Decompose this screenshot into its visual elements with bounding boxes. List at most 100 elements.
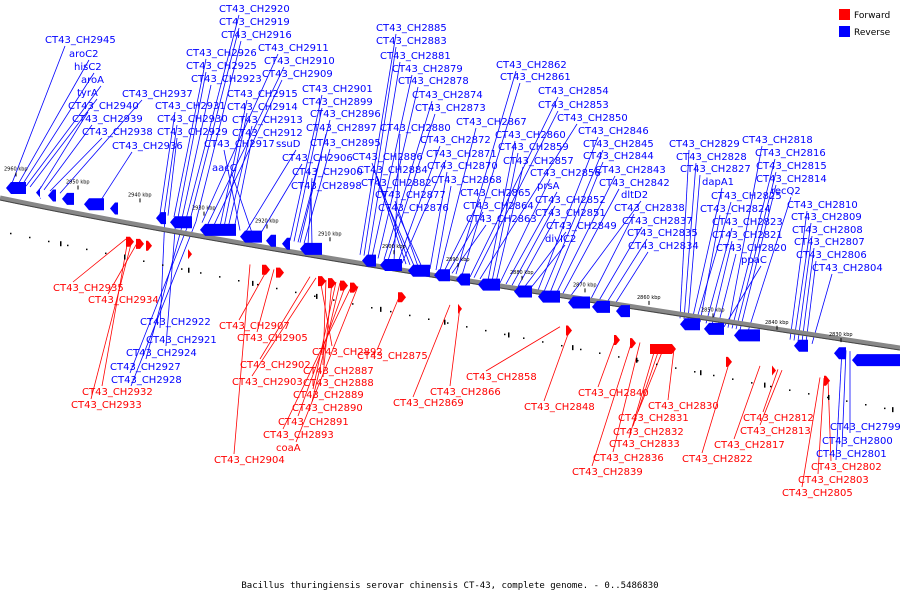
gene-label[interactable]: CT43_CH2824: [700, 204, 771, 215]
forward-gene-arrow[interactable]: [328, 278, 336, 289]
forward-gene-arrow[interactable]: [350, 282, 358, 293]
gene-label[interactable]: CT43_CH2911: [258, 43, 329, 54]
gene-label[interactable]: CT43_CH2934: [88, 295, 159, 306]
gene-label[interactable]: CT43_CH2915: [227, 89, 298, 100]
gene-label[interactable]: CT43_CH2813: [740, 426, 811, 437]
gene-label[interactable]: CT43_CH2843: [595, 165, 666, 176]
gene-label[interactable]: CT43_CH2940: [68, 101, 139, 112]
gene-label[interactable]: CT43_CH2875: [357, 351, 428, 362]
gene-label[interactable]: CT43_CH2893: [263, 430, 334, 441]
reverse-gene-arrow[interactable]: [200, 223, 236, 236]
gene-label[interactable]: CT43_CH2806: [796, 250, 867, 261]
gene-label[interactable]: CT43_CH2932: [82, 387, 153, 398]
forward-gene-arrow[interactable]: [126, 236, 134, 247]
gene-label[interactable]: CT43_CH2889: [293, 390, 364, 401]
gene-label[interactable]: CT43_CH2876: [378, 203, 449, 214]
gene-label[interactable]: CT43_CH2805: [782, 488, 853, 499]
reverse-gene-arrow[interactable]: [48, 189, 56, 202]
gene-label[interactable]: CT43_CH2834: [628, 241, 699, 252]
gene-label[interactable]: CT43_CH2927: [110, 362, 181, 373]
gene-label[interactable]: CT43_CH2839: [572, 467, 643, 478]
reverse-gene-arrow[interactable]: [170, 216, 192, 229]
gene-label[interactable]: CT43_CH2842: [599, 178, 670, 189]
gene-label[interactable]: CT43_CH2827: [680, 164, 751, 175]
gene-label[interactable]: CT43_CH2874: [412, 90, 483, 101]
gene-label[interactable]: CT43_CH2905: [237, 333, 308, 344]
gene-label[interactable]: CT43_CH2928: [111, 375, 182, 386]
gene-label[interactable]: CT43_CH2844: [583, 151, 654, 162]
gene-label[interactable]: CT43_CH2852: [535, 195, 606, 206]
gene-label[interactable]: CT43_CH2922: [140, 317, 211, 328]
forward-gene-arrow[interactable]: [566, 325, 572, 336]
gene-label[interactable]: CT43_CH2853: [538, 100, 609, 111]
gene-label[interactable]: CT43_CH2837: [622, 216, 693, 227]
gene-label[interactable]: CT43_CH2883: [376, 36, 447, 47]
gene-label[interactable]: CT43_CH2945: [45, 35, 116, 46]
forward-gene-arrow[interactable]: [614, 334, 620, 345]
gene-label[interactable]: CT43_CH2809: [791, 212, 862, 223]
gene-label[interactable]: aroC2: [69, 49, 98, 60]
reverse-gene-arrow[interactable]: [616, 305, 630, 318]
reverse-gene-arrow[interactable]: [478, 278, 500, 291]
reverse-gene-arrow[interactable]: [62, 192, 74, 205]
gene-label[interactable]: CT43_CH2913: [232, 115, 303, 126]
reverse-gene-arrow[interactable]: [734, 329, 760, 342]
gene-label[interactable]: CT43_CH2888: [303, 378, 374, 389]
gene-label[interactable]: CT43_CH2902: [240, 360, 311, 371]
reverse-gene-arrow[interactable]: [852, 354, 900, 367]
gene-label[interactable]: CT43_CH2933: [71, 400, 142, 411]
forward-gene-arrow[interactable]: [188, 249, 192, 260]
reverse-gene-arrow[interactable]: [408, 264, 430, 277]
reverse-gene-arrow[interactable]: [538, 290, 560, 303]
gene-label[interactable]: CT43_CH2808: [792, 225, 863, 236]
gene-label[interactable]: CT43_CH2869: [393, 398, 464, 409]
gene-label[interactable]: CT43_CH2871: [426, 149, 497, 160]
gene-label[interactable]: CT43_CH2850: [557, 113, 628, 124]
gene-label[interactable]: CT43_CH2929: [157, 127, 228, 138]
gene-label[interactable]: CT43_CH2804: [812, 263, 883, 274]
forward-gene-arrow[interactable]: [276, 267, 284, 278]
reverse-gene-arrow[interactable]: [592, 300, 610, 313]
gene-label[interactable]: CT43_CH2901: [302, 84, 373, 95]
gene-label[interactable]: CT43_CH2857: [503, 156, 574, 167]
gene-label[interactable]: CT43_CH2930: [157, 114, 228, 125]
gene-label[interactable]: CT43_CH2870: [427, 161, 498, 172]
gene-label[interactable]: CT43_CH2898: [291, 181, 362, 192]
gene-label[interactable]: CT43_CH2886: [352, 152, 423, 163]
gene-label[interactable]: CT43_CH2861: [500, 72, 571, 83]
gene-label[interactable]: CT43_CH2863: [466, 214, 537, 225]
reverse-gene-arrow[interactable]: [6, 182, 26, 195]
gene-label[interactable]: CT43_CH2906: [282, 153, 353, 164]
gene-label[interactable]: CT43_CH2810: [787, 200, 858, 211]
gene-label[interactable]: CT43_CH2909: [262, 69, 333, 80]
reverse-gene-arrow[interactable]: [110, 202, 118, 215]
gene-label[interactable]: CT43_CH2817: [714, 440, 785, 451]
forward-gene-arrow[interactable]: [398, 292, 406, 303]
gene-label[interactable]: aroA: [81, 75, 104, 86]
reverse-gene-arrow[interactable]: [266, 234, 276, 247]
reverse-gene-arrow[interactable]: [300, 242, 322, 255]
gene-label[interactable]: CT43_CH2937: [122, 89, 193, 100]
gene-label[interactable]: CT43_CH2936: [112, 141, 183, 152]
reverse-gene-arrow[interactable]: [680, 318, 700, 331]
gene-label[interactable]: CT43_CH2900: [292, 167, 363, 178]
reverse-gene-arrow[interactable]: [704, 322, 724, 335]
gene-label[interactable]: CT43_CH2887: [303, 366, 374, 377]
gene-label[interactable]: CT43_CH2931: [155, 101, 226, 112]
gene-label[interactable]: CT43_CH2854: [538, 86, 609, 97]
gene-label[interactable]: CT43_CH2832: [613, 427, 684, 438]
gene-label[interactable]: CT43_CH2917: [204, 139, 275, 150]
gene-label[interactable]: aacC: [212, 163, 237, 174]
gene-label[interactable]: CT43_CH2845: [583, 139, 654, 150]
gene-label[interactable]: CT43_CH2862: [496, 60, 567, 71]
gene-label[interactable]: CT43_CH2846: [578, 126, 649, 137]
forward-gene-arrow[interactable]: [458, 303, 462, 314]
reverse-gene-arrow[interactable]: [514, 285, 532, 298]
gene-label[interactable]: CT43_CH2895: [310, 138, 381, 149]
gene-label[interactable]: tyrA: [77, 88, 98, 99]
gene-label[interactable]: CT43_CH2851: [535, 208, 606, 219]
gene-label[interactable]: hisC2: [74, 62, 102, 73]
gene-label[interactable]: CT43_CH2926: [186, 48, 257, 59]
gene-label[interactable]: CT43_CH2882: [361, 178, 432, 189]
reverse-gene-arrow[interactable]: [794, 339, 808, 352]
